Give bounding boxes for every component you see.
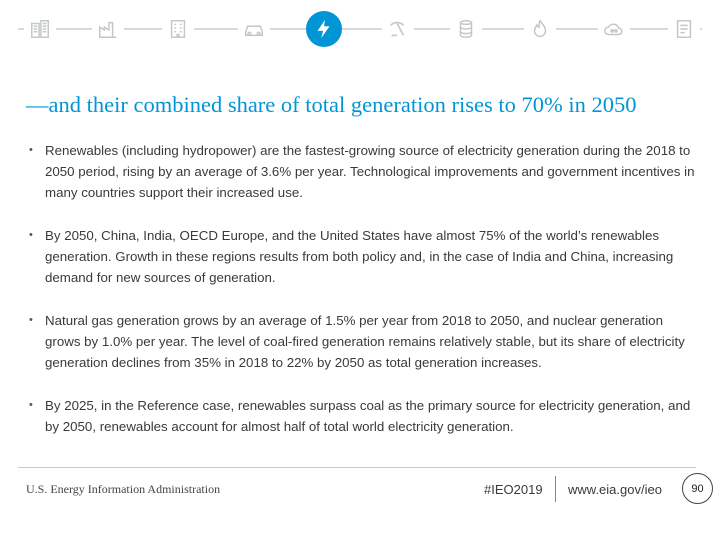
office-building-icon[interactable] — [162, 13, 194, 45]
car-icon[interactable] — [238, 13, 270, 45]
bullet-marker: • — [29, 314, 33, 326]
page-number: 90 — [682, 473, 713, 504]
natural-gas-flame-icon[interactable] — [524, 13, 556, 45]
buildings-icon[interactable] — [24, 13, 56, 45]
report-document-icon[interactable] — [668, 13, 700, 45]
bullet-marker: • — [29, 229, 33, 241]
bullet-text: By 2025, in the Reference case, renewabl… — [45, 398, 691, 434]
icon-bar-line — [18, 28, 702, 30]
bullet-marker: • — [29, 144, 33, 156]
slide-title: —and their combined share of total gener… — [26, 92, 637, 117]
nuclear-co2-icon[interactable] — [598, 13, 630, 45]
bullet-item: • By 2050, China, India, OECD Europe, and… — [26, 225, 700, 288]
bullet-item: • Renewables (including hydropower) are t… — [26, 140, 700, 203]
bullet-list: • Renewables (including hydropower) are t… — [26, 140, 700, 459]
bullet-marker: • — [29, 399, 33, 411]
sector-icon-bar — [0, 0, 720, 60]
footer-url-link[interactable]: www.eia.gov/ieo — [568, 482, 662, 497]
bullet-text: By 2050, China, India, OECD Europe, and … — [45, 228, 674, 285]
electricity-bolt-icon[interactable] — [306, 11, 342, 47]
bullet-text: Renewables (including hydropower) are th… — [45, 143, 695, 200]
bullet-text: Natural gas generation grows by an avera… — [45, 313, 685, 370]
footer-organization: U.S. Energy Information Administration — [26, 482, 221, 496]
oil-barrel-icon[interactable] — [450, 13, 482, 45]
factory-icon[interactable] — [92, 13, 124, 45]
footer-hashtag[interactable]: #IEO2019 — [484, 482, 543, 497]
coal-mining-icon[interactable] — [382, 13, 414, 45]
bullet-item: • Natural gas generation grows by an aver… — [26, 310, 700, 373]
bullet-item: • By 2025, in the Reference case, renewab… — [26, 395, 700, 437]
footer-separator — [555, 476, 556, 502]
footer-divider — [18, 467, 696, 468]
